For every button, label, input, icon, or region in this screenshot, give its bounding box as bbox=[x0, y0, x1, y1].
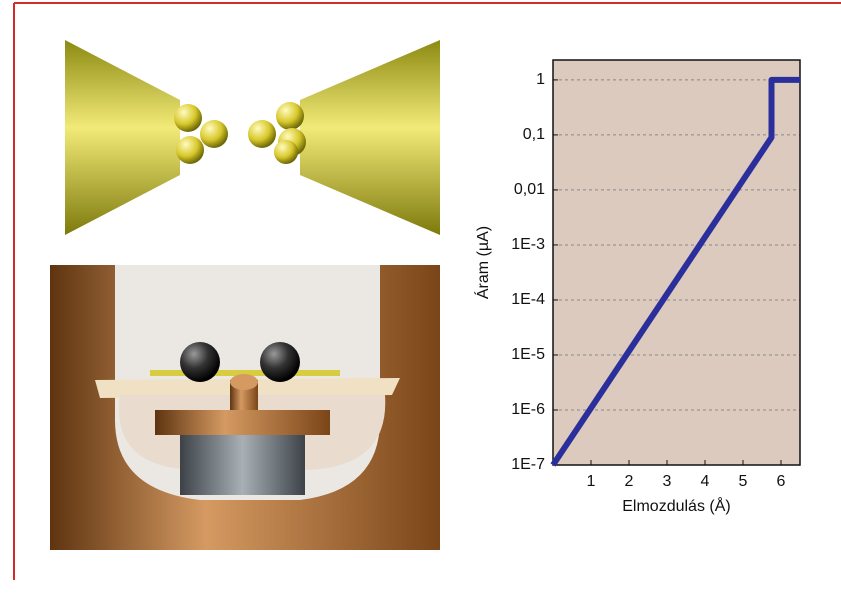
y-axis-label: Áram (µA) bbox=[473, 226, 492, 299]
y-tick-label: 0,01 bbox=[514, 181, 545, 198]
x-axis-label: Elmozdulás (Å) bbox=[622, 496, 730, 515]
x-tick-label: 4 bbox=[701, 473, 710, 490]
x-tick-label: 3 bbox=[663, 473, 672, 490]
figure: 1E-7 1E-6 1E-5 1E-4 1E-3 0,01 0,1 1 1 2 3 4 5 6 Elmozd… bbox=[0, 0, 841, 589]
x-tick-label: 1 bbox=[587, 473, 596, 490]
x-tick-label: 2 bbox=[625, 473, 634, 490]
page: {"chart_data": {"type": "line", "log_y":… bbox=[0, 0, 841, 589]
y-tick-label: 1E-3 bbox=[511, 236, 545, 253]
break-junction-illustration bbox=[65, 40, 440, 235]
y-tick-label: 1E-7 bbox=[511, 456, 545, 473]
x-tick-label: 6 bbox=[777, 473, 786, 490]
mechanism-illustration bbox=[50, 265, 440, 550]
y-tick-label: 1E-6 bbox=[511, 401, 545, 418]
y-tick-label: 1E-5 bbox=[511, 346, 545, 363]
y-tick-label: 1E-4 bbox=[511, 291, 545, 308]
x-tick-label: 5 bbox=[739, 473, 748, 490]
y-tick-label: 1 bbox=[536, 71, 545, 88]
y-tick-label: 0,1 bbox=[523, 126, 545, 143]
